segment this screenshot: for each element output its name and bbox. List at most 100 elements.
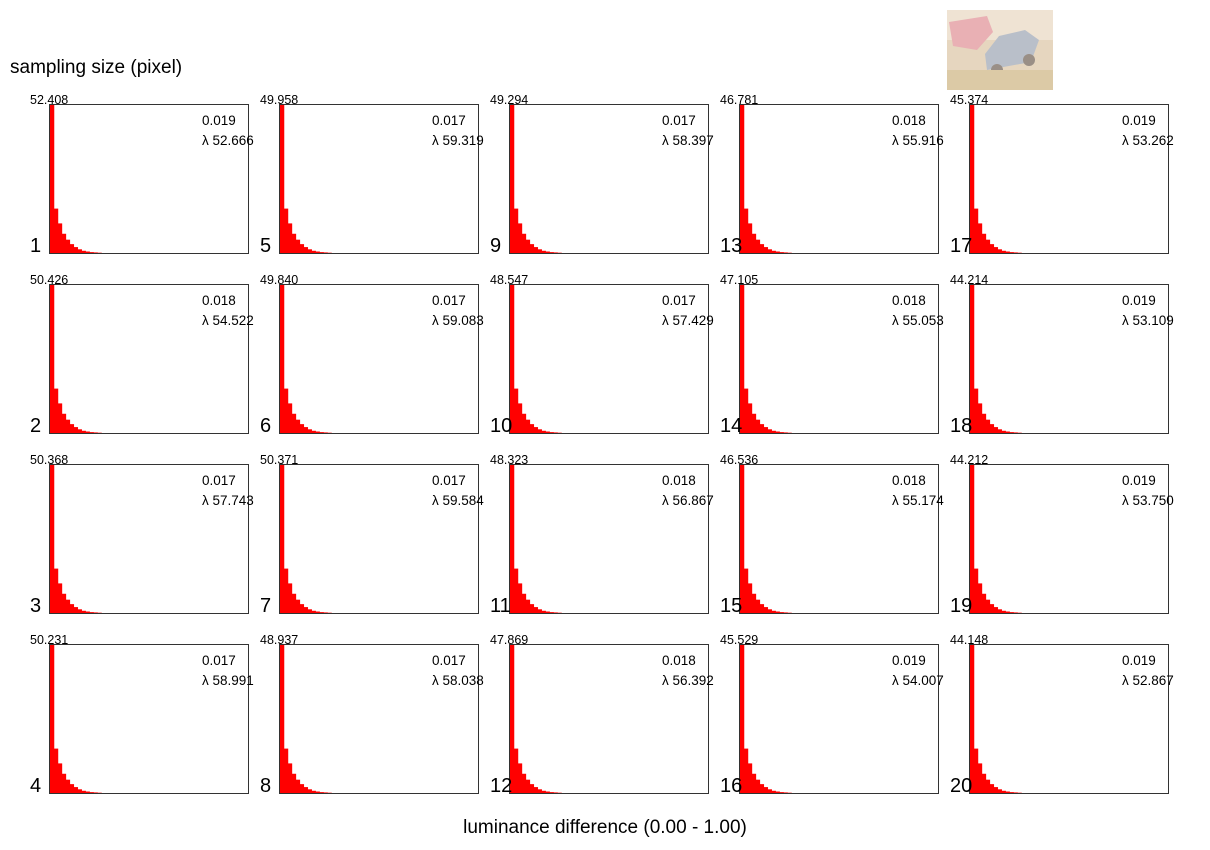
histogram-panel: 44.212 19 0.019 λ 53.750 — [950, 453, 1180, 631]
histogram-bar — [525, 419, 531, 433]
histogram-bar — [529, 604, 535, 613]
histogram-bar — [553, 612, 558, 613]
panel-stat-value: 0.018 — [202, 293, 236, 308]
histogram-bar — [775, 611, 780, 613]
histogram-svg — [510, 645, 562, 793]
histogram-bar — [53, 388, 59, 433]
panel-stat-value: 0.017 — [432, 113, 466, 128]
histogram-bar — [771, 790, 776, 793]
histogram-bar — [510, 465, 515, 613]
histogram-bar — [771, 250, 776, 253]
histogram-bar — [280, 465, 285, 613]
histogram-bar — [989, 244, 995, 253]
panel-lambda-value: λ 54.522 — [202, 313, 254, 328]
y-axis-label: sampling size (pixel) — [10, 57, 183, 78]
histogram-bar — [989, 604, 995, 613]
histogram-bar — [69, 244, 75, 253]
histogram-bar — [989, 424, 995, 433]
histogram-plot-area — [49, 464, 249, 614]
histogram-svg — [280, 465, 332, 613]
panel-stat-value: 0.019 — [1122, 293, 1156, 308]
histogram-bar — [513, 208, 519, 253]
histogram-svg — [970, 465, 1022, 613]
histogram-svg — [50, 645, 102, 793]
histogram-bar — [977, 583, 983, 613]
histogram-svg — [740, 645, 792, 793]
histogram-bar — [93, 252, 98, 253]
histogram-bar — [283, 388, 289, 433]
histogram-bar — [315, 791, 320, 793]
histogram-bar — [291, 233, 297, 253]
histogram-bar — [280, 285, 285, 433]
histogram-bar — [740, 645, 745, 793]
histogram-bar — [533, 247, 539, 253]
histogram-bar — [311, 430, 316, 433]
panel-lambda-value: λ 55.053 — [892, 313, 944, 328]
histogram-plot-area — [509, 644, 709, 794]
histogram-svg — [510, 105, 562, 253]
histogram-bar — [517, 763, 523, 793]
histogram-bar — [529, 244, 535, 253]
histogram-bar — [315, 611, 320, 613]
panel-stat-value: 0.017 — [662, 113, 696, 128]
histogram-plot-area — [49, 104, 249, 254]
histogram-bar — [537, 789, 542, 793]
histogram-bar — [295, 779, 301, 793]
histogram-bar — [775, 791, 780, 793]
histogram-bar — [1001, 250, 1006, 253]
histogram-bar — [747, 763, 753, 793]
histogram-bar — [973, 208, 979, 253]
histogram-bar — [537, 249, 542, 253]
histogram-bar — [299, 784, 305, 793]
histogram-panel: 47.869 12 0.018 λ 56.392 — [490, 633, 720, 811]
panel-peak-value: 44.148 — [950, 633, 989, 647]
histogram-bar — [513, 388, 519, 433]
histogram-bar — [993, 607, 999, 613]
panel-index: 11 — [490, 595, 511, 617]
histogram-bar — [549, 432, 554, 433]
panel-lambda-value: λ 52.666 — [202, 133, 254, 148]
histogram-bar — [1001, 610, 1006, 613]
histogram-panel: 48.937 8 0.017 λ 58.038 — [260, 633, 490, 811]
histogram-bar — [977, 403, 983, 433]
histogram-bar — [287, 763, 293, 793]
histogram-bar — [89, 432, 94, 433]
histogram-plot-area — [739, 284, 939, 434]
histogram-bar — [303, 787, 309, 793]
histogram-bar — [755, 239, 761, 253]
histogram-bar — [323, 612, 328, 613]
histogram-bar — [287, 583, 293, 613]
histogram-bar — [977, 763, 983, 793]
histogram-bar — [69, 604, 75, 613]
panel-stat-value: 0.018 — [892, 293, 926, 308]
histogram-bar — [283, 748, 289, 793]
histogram-bar — [1001, 790, 1006, 793]
histogram-bar — [517, 403, 523, 433]
histogram-bar — [553, 252, 558, 253]
histogram-bar — [295, 419, 301, 433]
histogram-bar — [283, 208, 289, 253]
histogram-panel: 49.294 9 0.017 λ 58.397 — [490, 93, 720, 271]
histogram-bar — [525, 779, 531, 793]
histogram-bar — [65, 419, 71, 433]
panel-lambda-value: λ 57.429 — [662, 313, 714, 328]
histogram-bar — [970, 465, 975, 613]
histogram-bar — [993, 427, 999, 433]
panel-stat-value: 0.017 — [432, 473, 466, 488]
histogram-plot-area — [49, 284, 249, 434]
panel-index: 6 — [260, 415, 272, 437]
histogram-bar — [747, 583, 753, 613]
panel-index: 14 — [720, 415, 743, 437]
histogram-bar — [743, 208, 749, 253]
panel-lambda-value: λ 59.584 — [432, 493, 484, 508]
panel-index: 1 — [30, 235, 42, 257]
histogram-bar — [549, 252, 554, 253]
histogram-bar — [970, 285, 975, 433]
histogram-bar — [767, 789, 772, 793]
histogram-bar — [743, 388, 749, 433]
histogram-bar — [303, 247, 309, 253]
histogram-bar — [779, 792, 784, 793]
histogram-bar — [311, 790, 316, 793]
histogram-bar — [295, 599, 301, 613]
histogram-bar — [759, 244, 765, 253]
